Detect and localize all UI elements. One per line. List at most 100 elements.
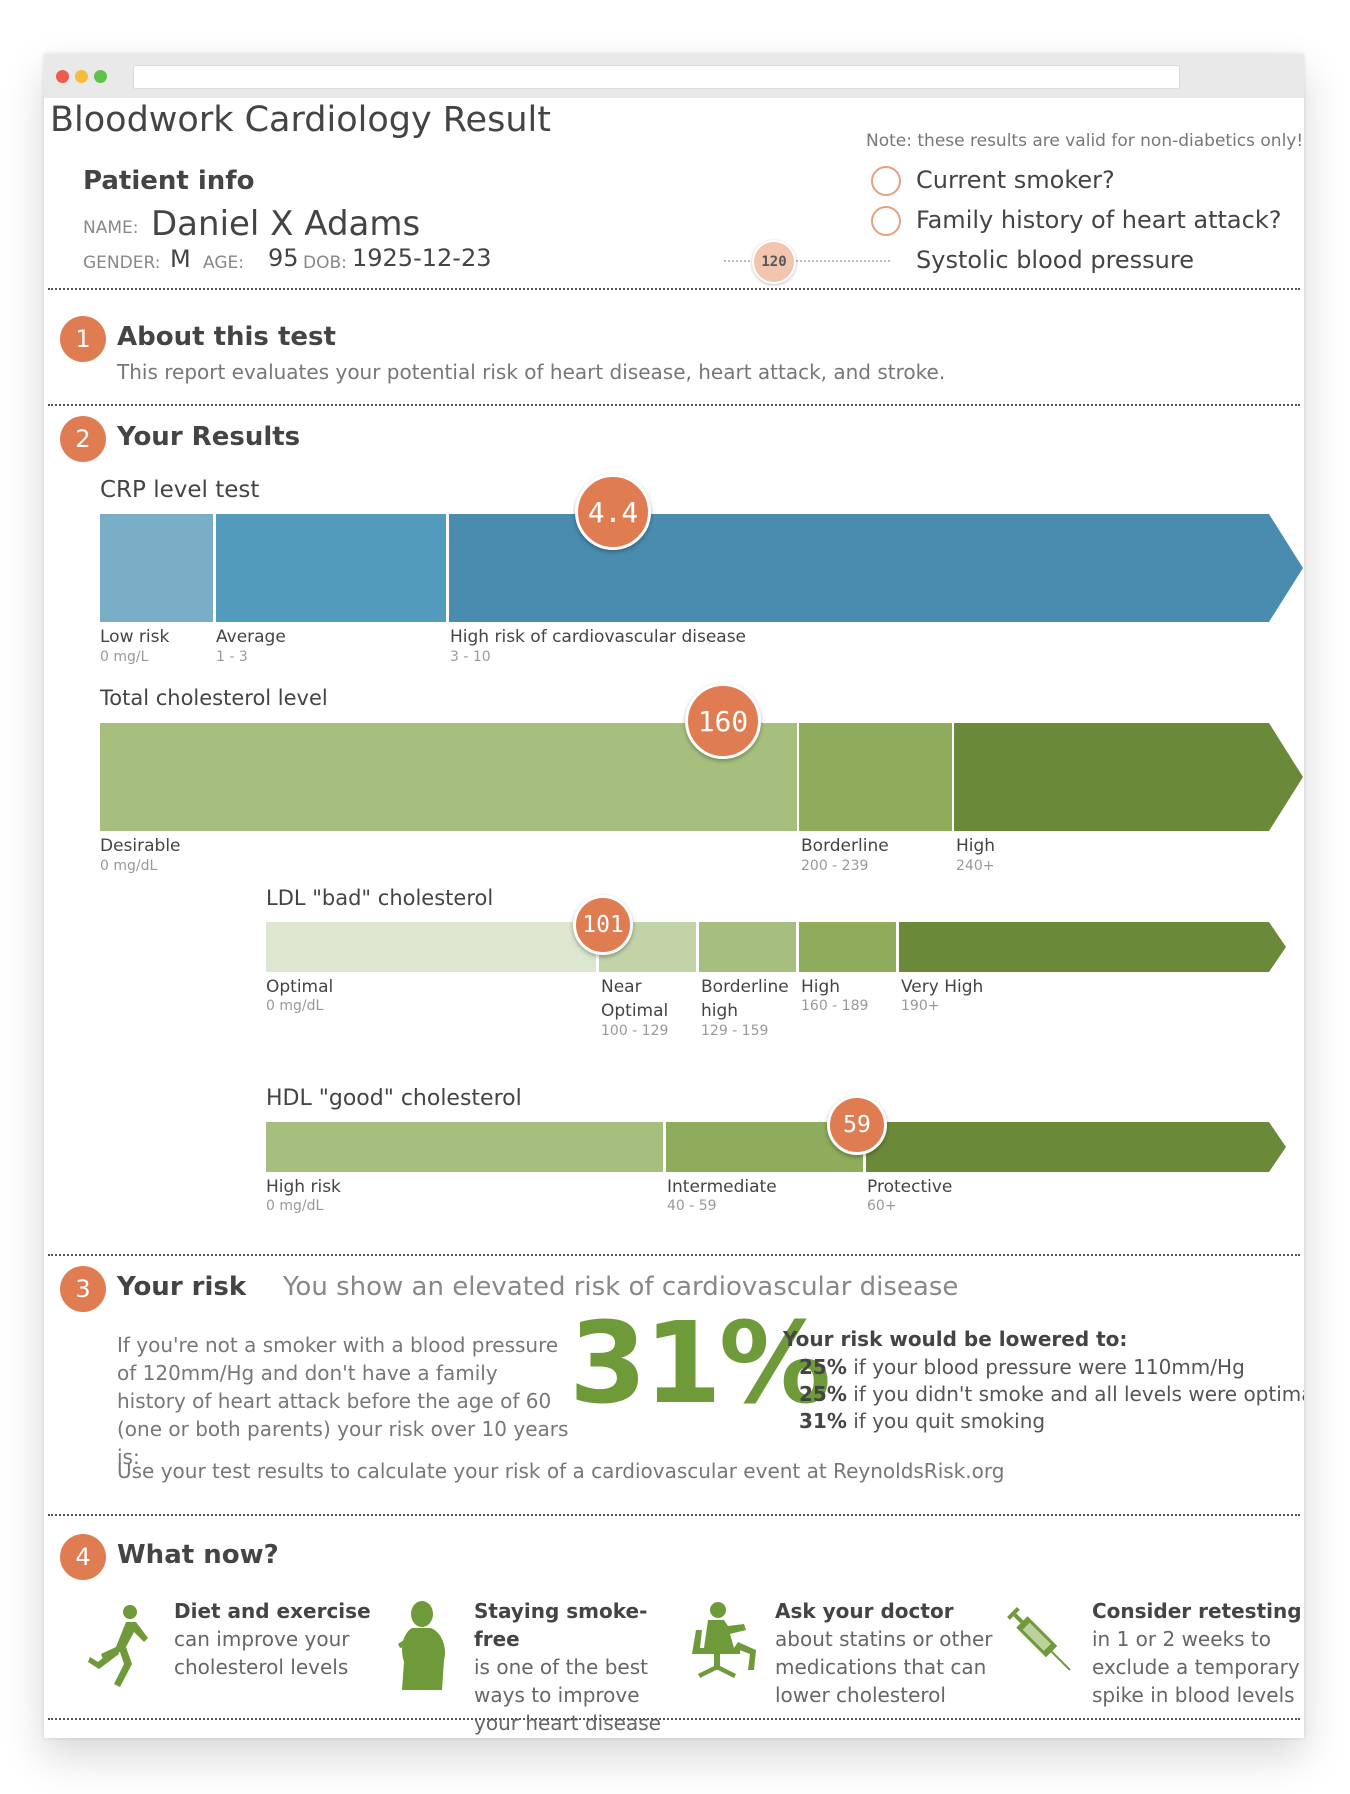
total-chol-zone-high bbox=[954, 723, 1269, 831]
lowered-item: 25% if you didn't smoke and all levels w… bbox=[799, 1382, 1304, 1406]
tip-title: Ask your doctor bbox=[775, 1599, 954, 1623]
crp-zone-average bbox=[216, 514, 446, 622]
total-chol-zone-range: 240+ bbox=[956, 858, 995, 874]
ldl-zone-label: Optimal bbox=[266, 977, 334, 997]
hdl-title: HDL "good" cholesterol bbox=[266, 1086, 522, 1111]
section-4-badge: 4 bbox=[60, 1534, 106, 1580]
tip-body: about statins or other medications that … bbox=[775, 1627, 993, 1707]
browser-window: Bloodwork Cardiology Result Note: these … bbox=[44, 54, 1304, 1738]
total-chol-zone-label: High bbox=[956, 836, 996, 856]
ldl-zone-range: 190+ bbox=[901, 998, 940, 1014]
tip-retesting: Consider retesting in 1 or 2 weeks to ex… bbox=[1092, 1597, 1302, 1709]
close-dot-icon[interactable] bbox=[56, 70, 69, 83]
lowered-item: 25% if your blood pressure were 110mm/Hg bbox=[799, 1355, 1245, 1379]
risk-explanation: If you're not a smoker with a blood pres… bbox=[117, 1333, 569, 1469]
hdl-zone-range: 0 mg/dL bbox=[266, 1198, 324, 1214]
crp-zone-label: High risk of cardiovascular disease bbox=[450, 627, 747, 647]
total-chol-title: Total cholesterol level bbox=[100, 686, 328, 710]
ldl-zone-label: Borderline high bbox=[701, 977, 789, 1021]
total-chol-zone-label: Desirable bbox=[100, 836, 181, 856]
smoker-radio[interactable] bbox=[871, 166, 901, 196]
hdl-value-marker: 59 bbox=[827, 1095, 887, 1155]
tip-smoke-free: Staying smoke-free is one of the best wa… bbox=[474, 1597, 684, 1738]
divider bbox=[48, 404, 1300, 406]
ldl-zone-label: Near Optimal bbox=[601, 977, 669, 1021]
address-bar[interactable] bbox=[133, 65, 1180, 89]
ldl-zone-range: 100 - 129 bbox=[601, 1023, 669, 1039]
divider bbox=[48, 288, 1300, 290]
tip-body: in 1 or 2 weeks to exclude a temporary s… bbox=[1092, 1627, 1300, 1707]
hdl-zone-range: 40 - 59 bbox=[667, 1198, 717, 1214]
ldl-zone-range: 160 - 189 bbox=[801, 998, 869, 1014]
ldl-zone-very-high bbox=[899, 922, 1269, 972]
section-2-badge: 2 bbox=[60, 416, 106, 462]
hdl-zone-label: Protective bbox=[867, 1177, 953, 1197]
tip-title: Staying smoke-free bbox=[474, 1599, 648, 1651]
crp-zone-range: 0 mg/L bbox=[100, 649, 149, 665]
maximize-dot-icon[interactable] bbox=[94, 70, 107, 83]
divider bbox=[48, 1514, 1300, 1516]
crp-arrow-icon bbox=[1269, 514, 1303, 622]
reynolds-risk-link[interactable]: Use your test results to calculate your … bbox=[117, 1459, 1005, 1483]
risk-percent: 31% bbox=[569, 1299, 831, 1429]
your-results-heading: Your Results bbox=[117, 422, 301, 452]
patient-age: 95 bbox=[268, 244, 299, 272]
crp-zone-label: Average bbox=[216, 627, 286, 647]
tip-diet: Diet and exercise can improve your chole… bbox=[174, 1597, 384, 1681]
crp-zone-range: 1 - 3 bbox=[216, 649, 248, 665]
hdl-zone-protective bbox=[866, 1122, 1269, 1172]
total-chol-zone-desirable bbox=[100, 723, 797, 831]
risk-headline: You show an elevated risk of cardiovascu… bbox=[283, 1272, 959, 1302]
section-1-badge: 1 bbox=[60, 316, 106, 362]
total-chol-value-marker: 160 bbox=[685, 683, 761, 759]
bp-label: Systolic blood pressure bbox=[916, 246, 1194, 274]
smoker-label: Current smoker? bbox=[916, 166, 1115, 194]
ldl-zone-label: Very High bbox=[901, 977, 984, 997]
hdl-arrow-icon bbox=[1269, 1122, 1286, 1172]
patient-info-heading: Patient info bbox=[83, 166, 255, 196]
crp-zone-low bbox=[100, 514, 213, 622]
minimize-dot-icon[interactable] bbox=[75, 70, 88, 83]
age-label: AGE: bbox=[203, 253, 244, 273]
ldl-zone-borderline bbox=[699, 922, 796, 972]
patient-gender: M bbox=[170, 245, 191, 273]
syringe-icon bbox=[1007, 1607, 1071, 1671]
hdl-zone-label: Intermediate bbox=[667, 1177, 777, 1197]
hdl-zone-label: High risk bbox=[266, 1177, 341, 1197]
bp-slider-track[interactable] bbox=[724, 260, 890, 262]
total-chol-zone-borderline bbox=[799, 723, 952, 831]
ldl-zone-range: 0 mg/dL bbox=[266, 998, 324, 1014]
ldl-arrow-icon bbox=[1269, 922, 1286, 972]
about-test-body: This report evaluates your potential ris… bbox=[117, 360, 946, 384]
doctor-chair-icon bbox=[692, 1602, 756, 1678]
section-3-badge: 3 bbox=[60, 1266, 106, 1312]
tip-title: Diet and exercise bbox=[174, 1599, 371, 1623]
what-now-heading: What now? bbox=[117, 1540, 279, 1570]
name-label: NAME: bbox=[83, 218, 139, 238]
ldl-title: LDL "bad" cholesterol bbox=[266, 886, 494, 910]
patient-name: Daniel X Adams bbox=[151, 204, 421, 244]
crp-zone-high bbox=[449, 514, 1269, 622]
divider bbox=[48, 1254, 1300, 1256]
about-test-heading: About this test bbox=[117, 322, 336, 352]
family-history-label: Family history of heart attack? bbox=[916, 206, 1282, 234]
person-icon bbox=[398, 1601, 446, 1690]
crp-zone-label: Low risk bbox=[100, 627, 170, 647]
lowered-item: 31% if you quit smoking bbox=[799, 1409, 1046, 1433]
total-chol-arrow-icon bbox=[1269, 723, 1303, 831]
tip-body: can improve your cholesterol levels bbox=[174, 1627, 350, 1679]
lowered-heading: Your risk would be lowered to: bbox=[783, 1327, 1128, 1351]
runner-icon bbox=[88, 1605, 148, 1687]
tip-body: is one of the best ways to improve your … bbox=[474, 1655, 661, 1735]
tip-title: Consider retesting bbox=[1092, 1599, 1302, 1623]
gender-label: GENDER: bbox=[83, 253, 161, 273]
diabetic-note: Note: these results are valid for non-di… bbox=[866, 131, 1304, 151]
divider bbox=[48, 1718, 1300, 1720]
family-history-radio[interactable] bbox=[871, 206, 901, 236]
ldl-zone-range: 129 - 159 bbox=[701, 1023, 769, 1039]
hdl-zone-range: 60+ bbox=[867, 1198, 897, 1214]
page-title: Bloodwork Cardiology Result bbox=[50, 100, 551, 140]
crp-zone-range: 3 - 10 bbox=[450, 649, 491, 665]
bp-slider-handle[interactable]: 120 bbox=[752, 240, 796, 284]
total-chol-zone-label: Borderline bbox=[801, 836, 889, 856]
